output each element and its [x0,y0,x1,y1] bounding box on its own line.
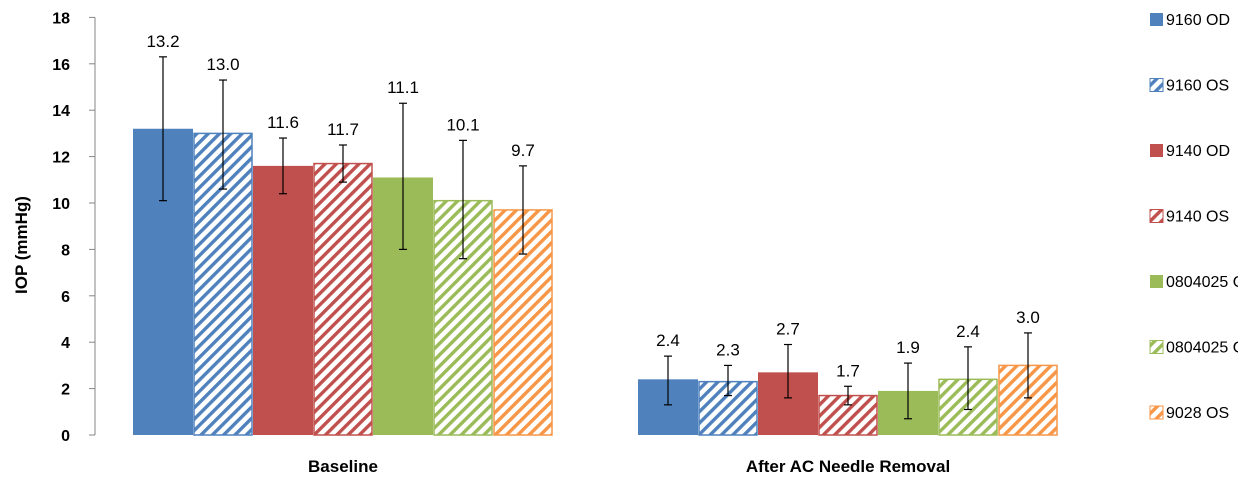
y-tick-label: 14 [52,103,70,120]
data-label: 11.6 [267,113,299,132]
y-tick-label: 18 [52,10,70,27]
data-label: 11.1 [387,78,419,97]
legend-swatch [1150,13,1163,26]
bar [313,162,373,436]
data-label: 1.9 [896,338,920,357]
y-tick-label: 2 [61,382,70,399]
y-tick-label: 8 [61,242,70,259]
bar [998,364,1058,436]
category-label: After AC Needle Removal [746,457,950,476]
data-label: 10.1 [446,115,479,134]
legend-label: 9140 OS [1166,209,1229,226]
data-label: 13.0 [206,55,239,74]
bars [133,128,1058,436]
category-label: Baseline [308,457,378,476]
data-labels: 13.2 13.0 11.6 11.7 11.1 10.1 9.7 2.4 2.3 2.7 1.7 1… [146,32,1039,380]
data-label: 3.0 [1016,308,1040,327]
y-tick-label: 16 [52,57,70,74]
data-label: 13.2 [146,32,179,51]
y-axis-title: IOP (mmHg) [12,196,31,294]
y-axis: 0 2 4 6 8 10 12 14 16 18 [52,10,96,445]
legend-swatch [1150,144,1163,157]
y-tick-label: 6 [61,289,70,306]
legend-label: 9160 OD [1166,12,1230,29]
legend-swatch [1149,78,1164,92]
data-label: 2.3 [716,340,740,359]
category-labels: Baseline After AC Needle Removal [308,457,950,476]
legend-label: 9028 OS [1166,405,1229,422]
bar [698,380,758,436]
legend-label: 9160 OS [1166,78,1229,95]
bar [253,165,313,435]
data-label: 2.4 [656,331,680,350]
legend: 9160 OD 9160 OS 9140 OD 9140 OS 0804025 OD 08… [1149,12,1238,422]
data-label: 1.7 [836,361,860,380]
data-label: 2.7 [776,320,800,339]
y-tick-label: 10 [52,196,70,213]
legend-swatch [1149,405,1164,420]
y-tick-label: 0 [61,428,70,445]
y-tick-label: 4 [61,335,70,352]
y-tick-label: 12 [52,150,70,167]
legend-swatch [1149,209,1164,223]
data-label: 11.7 [327,120,359,139]
data-label: 2.4 [956,322,980,341]
legend-label: 0804025 OS [1166,340,1238,357]
error-bars [159,56,1032,420]
legend-swatch [1150,275,1163,288]
legend-swatch [1149,340,1164,354]
legend-label: 9140 OD [1166,143,1230,160]
data-label: 9.7 [511,141,535,160]
legend-label: 0804025 OD [1166,274,1238,291]
bar [818,394,878,436]
